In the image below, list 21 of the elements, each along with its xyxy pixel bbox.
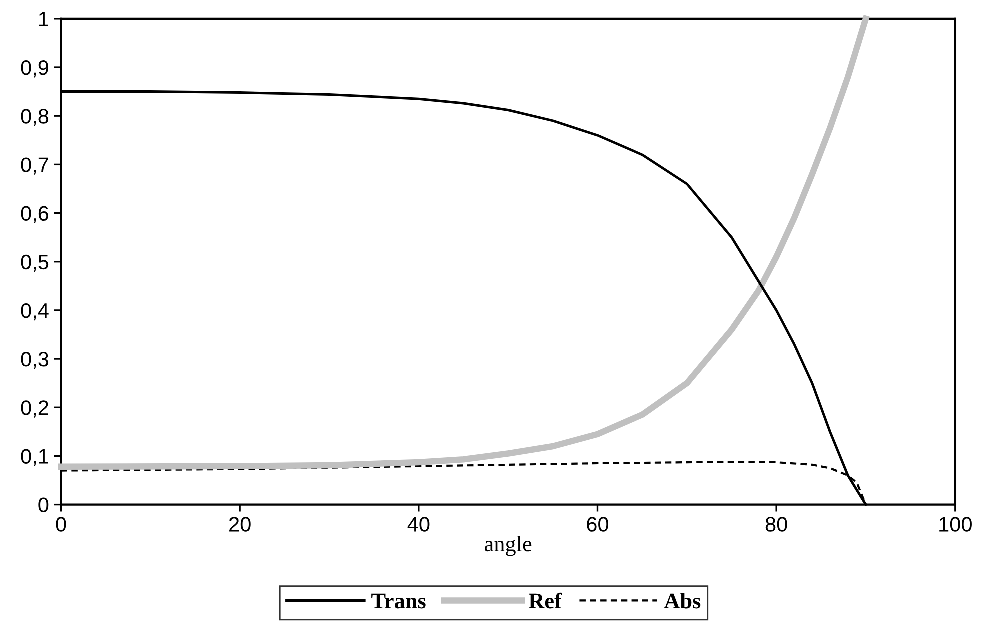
legend-label: Abs [664,593,701,609]
x-tick-label: 80 [766,517,788,532]
y-tick-label: 0,4 [21,303,49,321]
x-tick-label: 20 [230,517,251,532]
legend-label: Trans [372,594,426,609]
y-tick-label: 0,7 [21,158,48,175]
x-tick-label: 60 [587,517,609,532]
x-tick-label: 40 [408,517,430,532]
y-tick-label: 0,3 [21,352,49,370]
x-axis-title: angle [485,536,532,556]
x-tick-label: 0 [56,517,66,532]
y-tick-label: 0,1 [21,449,48,466]
y-tick-label: 0,8 [21,109,49,126]
y-tick-label: 0,2 [21,400,48,418]
x-tick-label: 100 [940,517,972,532]
y-tick-label: 1 [39,12,48,26]
y-tick-label: 0,6 [21,206,49,224]
legend-label: Ref [529,592,562,609]
y-tick-label: 0,5 [21,254,49,272]
y-tick-label: 0,9 [21,60,48,78]
y-tick-label: 0 [38,498,49,513]
